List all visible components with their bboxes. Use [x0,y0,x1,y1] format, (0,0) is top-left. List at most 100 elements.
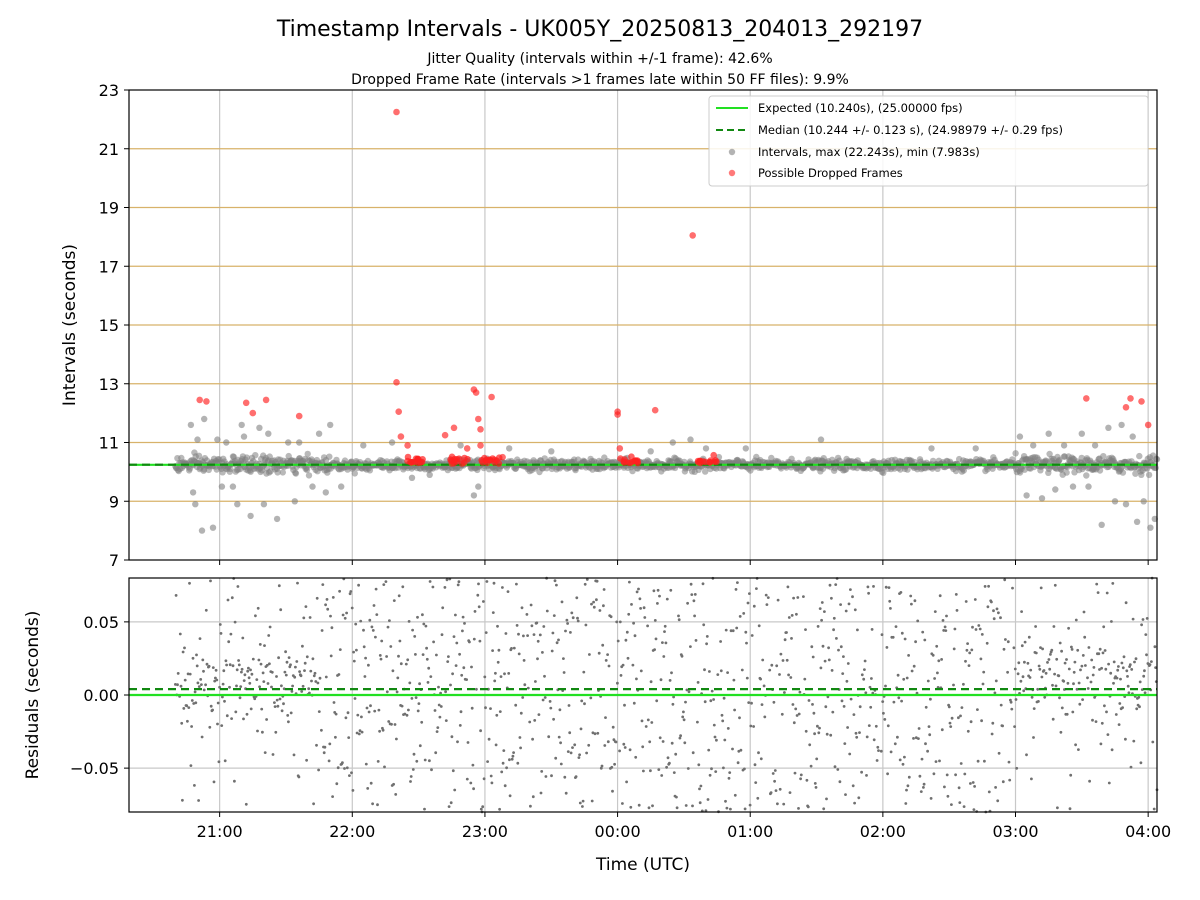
residual-point [690,593,694,596]
residual-point [275,675,278,678]
dropped-frame-point [414,456,421,463]
residual-point [1053,672,1056,676]
residual-point [954,773,957,777]
residual-point [494,743,498,747]
residual-point [752,725,755,728]
residual-point [1107,662,1110,666]
residual-point [1152,807,1156,811]
residual-point [590,799,594,803]
dropped-frame-point [488,393,495,401]
residual-point [883,718,887,721]
residual-point [476,593,480,597]
residual-point [1069,773,1073,777]
residual-point [512,646,516,650]
residual-point [505,766,508,770]
interval-outlier-point [229,483,237,490]
residual-point [1141,618,1145,621]
residual-point [964,600,968,603]
interval-outlier-point [928,445,935,452]
residual-point [491,611,495,614]
residual-point [962,805,966,808]
residual-point [1007,760,1011,764]
residual-point [963,772,967,776]
residual-point [279,608,283,612]
residual-point [870,677,873,680]
residual-point [877,749,880,752]
residual-point [522,659,526,662]
residual-point [799,777,802,781]
residual-point [1127,691,1131,695]
residual-point [431,585,435,589]
residual-point [598,609,602,612]
residual-point [343,616,347,620]
residual-point [1097,652,1101,656]
interval-point [768,454,775,462]
residual-point [813,732,816,736]
residual-point [811,655,815,659]
residual-point [702,623,706,627]
residual-point [999,703,1003,707]
residual-point [648,740,652,744]
residual-point [1047,658,1051,661]
residual-point [261,671,265,675]
interval-outlier-point [647,448,654,455]
residual-point [260,707,264,711]
residual-point [181,650,185,654]
interval-outlier-point [669,439,676,446]
residual-point [576,619,580,623]
residual-point [623,746,627,749]
residual-point [557,638,560,642]
residual-point [635,677,638,681]
residual-point [744,630,748,634]
residual-point [822,807,826,811]
residual-point [571,616,575,620]
interval-outlier-point [1105,424,1112,431]
residual-point [825,732,829,736]
residual-point [332,701,336,704]
residual-point [798,690,802,694]
residual-point [1138,680,1142,684]
residual-point [962,682,965,686]
residual-point [941,619,945,622]
residual-point [992,617,996,621]
residual-point [421,653,425,656]
residual-point [503,672,506,676]
residual-point [441,606,445,610]
residual-point [323,745,327,749]
residual-point [628,748,632,752]
interval-outlier-point [189,489,197,496]
residual-point [188,581,191,585]
residual-point [1079,668,1082,672]
residual-point [639,669,643,673]
residual-point [986,605,990,609]
residual-point [929,797,933,800]
residual-point [219,632,223,635]
legend-box [708,95,1149,187]
residual-point [869,705,873,709]
residual-point [734,588,738,591]
residual-point [214,676,217,680]
residual-point [455,641,459,645]
residual-point [931,653,935,657]
residual-point [486,760,489,763]
residual-point [475,687,478,691]
residual-point [1151,740,1155,744]
interval-point [1096,467,1104,474]
residual-point [1153,645,1157,649]
figure-subtitle-jitter: Jitter Quality (intervals within +/-1 fr… [426,51,772,67]
residual-point [570,611,574,615]
residual-point [1010,707,1014,711]
residual-point [672,771,676,774]
residual-point [575,596,579,600]
residual-point [964,659,967,663]
residual-point [703,668,706,672]
residual-point [426,681,430,684]
interval-point [880,469,887,476]
residual-point [1030,695,1034,699]
residual-point [812,711,816,715]
residual-point [968,651,972,655]
residual-point [1098,668,1101,671]
residual-point [577,756,581,759]
residual-point [1091,718,1094,722]
residual-point [574,775,578,778]
